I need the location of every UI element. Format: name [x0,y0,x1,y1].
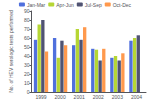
svg-text:Oct-Dec: Oct-Dec [113,2,132,8]
svg-text:Apr-Jun: Apr-Jun [56,2,74,8]
svg-text:Jan-Mar: Jan-Mar [27,2,46,8]
svg-text:30: 30 [24,62,30,68]
svg-text:90: 90 [24,8,30,14]
svg-text:No. of HEV serologic tests per: No. of HEV serologic tests performed [8,10,14,93]
svg-text:10: 10 [24,80,30,86]
svg-text:2003: 2003 [112,94,123,100]
svg-text:2004: 2004 [131,94,142,100]
svg-text:1999: 1999 [35,94,46,100]
svg-text:0: 0 [27,89,30,95]
svg-text:2002: 2002 [93,94,104,100]
svg-text:20: 20 [24,71,30,77]
svg-text:40: 40 [24,53,30,59]
svg-text:2000: 2000 [55,94,66,100]
svg-text:80: 80 [24,17,30,23]
svg-text:60: 60 [24,35,30,41]
svg-text:Jul-Sep: Jul-Sep [85,2,102,8]
svg-text:2001: 2001 [74,94,85,100]
svg-text:50: 50 [24,44,30,50]
svg-text:70: 70 [24,26,30,32]
